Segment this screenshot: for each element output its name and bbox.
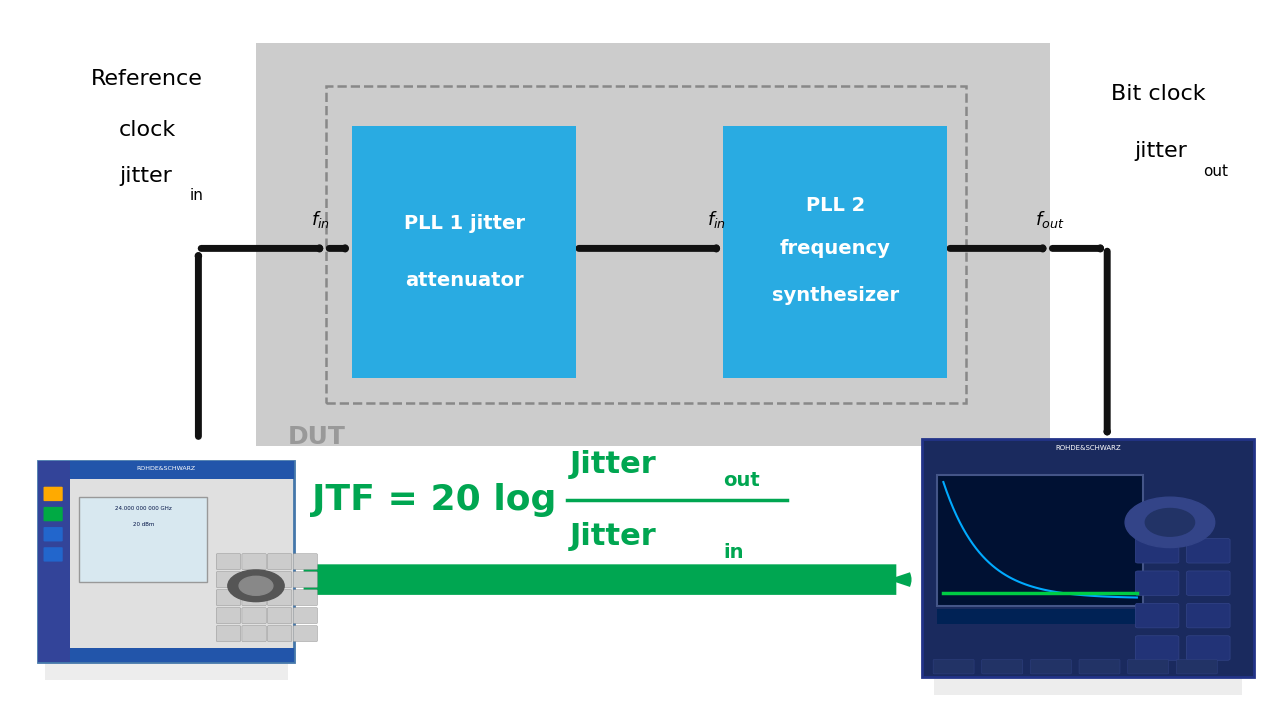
Text: Bit clock: Bit clock bbox=[1111, 84, 1206, 104]
FancyBboxPatch shape bbox=[45, 662, 288, 680]
Text: jitter: jitter bbox=[119, 166, 172, 186]
FancyBboxPatch shape bbox=[723, 126, 947, 378]
FancyBboxPatch shape bbox=[937, 609, 1143, 624]
FancyBboxPatch shape bbox=[293, 608, 317, 624]
Circle shape bbox=[239, 576, 273, 595]
Text: Jitter: Jitter bbox=[570, 450, 657, 479]
FancyBboxPatch shape bbox=[1135, 571, 1179, 595]
FancyBboxPatch shape bbox=[268, 626, 292, 642]
Text: out: out bbox=[723, 471, 760, 490]
FancyBboxPatch shape bbox=[242, 590, 266, 606]
FancyBboxPatch shape bbox=[216, 554, 241, 570]
FancyBboxPatch shape bbox=[1187, 571, 1230, 595]
FancyBboxPatch shape bbox=[293, 590, 317, 606]
Text: jitter: jitter bbox=[1134, 141, 1187, 161]
FancyBboxPatch shape bbox=[1128, 660, 1169, 674]
Text: Reference: Reference bbox=[91, 69, 204, 89]
Circle shape bbox=[1125, 497, 1215, 547]
Text: 20 dBm: 20 dBm bbox=[133, 521, 154, 526]
Text: $f_{in}$: $f_{in}$ bbox=[708, 210, 726, 230]
Text: clock: clock bbox=[119, 120, 175, 140]
Text: DUT: DUT bbox=[288, 425, 346, 449]
FancyBboxPatch shape bbox=[1187, 539, 1230, 563]
Text: ROHDE&SCHWARZ: ROHDE&SCHWARZ bbox=[137, 466, 196, 470]
Text: 24.000 000 000 GHz: 24.000 000 000 GHz bbox=[115, 505, 172, 510]
Text: Jitter: Jitter bbox=[570, 522, 657, 551]
Text: $f_{in}$: $f_{in}$ bbox=[311, 210, 329, 230]
FancyBboxPatch shape bbox=[934, 677, 1242, 695]
FancyBboxPatch shape bbox=[44, 487, 63, 501]
FancyBboxPatch shape bbox=[268, 572, 292, 588]
FancyBboxPatch shape bbox=[1187, 603, 1230, 628]
FancyBboxPatch shape bbox=[216, 590, 241, 606]
FancyBboxPatch shape bbox=[242, 572, 266, 588]
FancyBboxPatch shape bbox=[922, 439, 1254, 677]
FancyBboxPatch shape bbox=[1079, 660, 1120, 674]
FancyBboxPatch shape bbox=[38, 461, 294, 479]
Text: ROHDE&SCHWARZ: ROHDE&SCHWARZ bbox=[1055, 445, 1121, 451]
FancyBboxPatch shape bbox=[982, 660, 1023, 674]
FancyBboxPatch shape bbox=[79, 497, 207, 582]
FancyBboxPatch shape bbox=[44, 507, 63, 521]
FancyBboxPatch shape bbox=[293, 554, 317, 570]
FancyBboxPatch shape bbox=[216, 626, 241, 642]
Text: $f_{out}$: $f_{out}$ bbox=[1036, 210, 1064, 230]
Text: attenuator: attenuator bbox=[404, 271, 524, 290]
FancyBboxPatch shape bbox=[937, 475, 1143, 606]
Text: in: in bbox=[723, 544, 744, 562]
FancyBboxPatch shape bbox=[44, 547, 63, 562]
FancyBboxPatch shape bbox=[1176, 660, 1217, 674]
FancyBboxPatch shape bbox=[268, 554, 292, 570]
Text: PLL 1 jitter: PLL 1 jitter bbox=[403, 214, 525, 233]
Text: frequency: frequency bbox=[780, 239, 891, 258]
FancyBboxPatch shape bbox=[216, 608, 241, 624]
Circle shape bbox=[228, 570, 284, 602]
FancyBboxPatch shape bbox=[242, 608, 266, 624]
FancyBboxPatch shape bbox=[293, 572, 317, 588]
FancyBboxPatch shape bbox=[242, 554, 266, 570]
FancyBboxPatch shape bbox=[352, 126, 576, 378]
FancyBboxPatch shape bbox=[216, 572, 241, 588]
FancyBboxPatch shape bbox=[933, 660, 974, 674]
FancyBboxPatch shape bbox=[1187, 636, 1230, 660]
Text: PLL 2: PLL 2 bbox=[805, 196, 865, 215]
FancyBboxPatch shape bbox=[38, 648, 294, 662]
Text: synthesizer: synthesizer bbox=[772, 286, 899, 305]
FancyBboxPatch shape bbox=[268, 608, 292, 624]
FancyBboxPatch shape bbox=[242, 626, 266, 642]
FancyBboxPatch shape bbox=[1030, 660, 1071, 674]
Circle shape bbox=[1146, 508, 1194, 536]
FancyBboxPatch shape bbox=[1135, 636, 1179, 660]
Text: out: out bbox=[1203, 164, 1229, 179]
FancyBboxPatch shape bbox=[256, 43, 1050, 446]
Text: in: in bbox=[189, 189, 204, 203]
FancyBboxPatch shape bbox=[38, 461, 70, 662]
Text: JTF = 20 log: JTF = 20 log bbox=[312, 483, 557, 518]
FancyBboxPatch shape bbox=[38, 461, 294, 662]
FancyBboxPatch shape bbox=[268, 590, 292, 606]
FancyBboxPatch shape bbox=[1135, 539, 1179, 563]
FancyBboxPatch shape bbox=[293, 626, 317, 642]
FancyBboxPatch shape bbox=[44, 527, 63, 541]
FancyBboxPatch shape bbox=[1135, 603, 1179, 628]
